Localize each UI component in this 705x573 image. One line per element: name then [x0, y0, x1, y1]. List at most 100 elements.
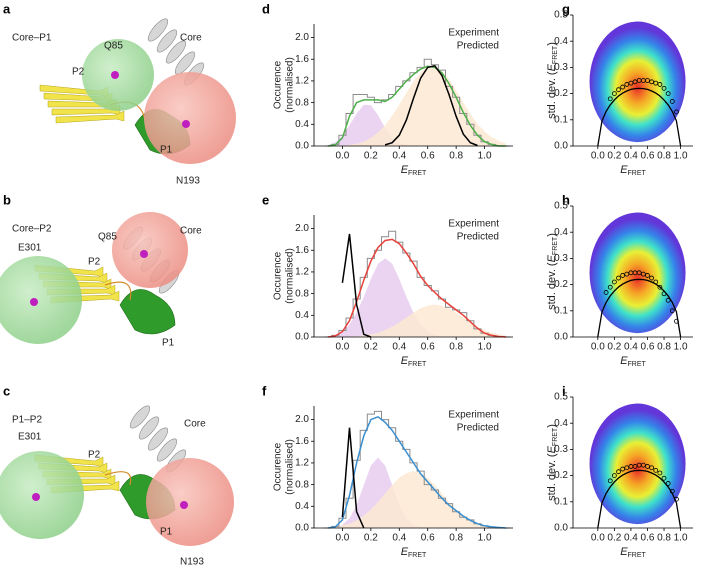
y-label-part: FRET [552, 45, 559, 64]
data-point [607, 284, 613, 290]
data-point [616, 275, 621, 281]
data-point [645, 464, 650, 469]
loop [104, 471, 132, 486]
x-tick-label: 0.0 [591, 151, 605, 162]
x-label-subscript: FRET [408, 552, 427, 559]
data-point [657, 284, 663, 290]
data-point [640, 271, 646, 277]
y-tick-label: 1.2 [295, 267, 309, 278]
x-tick-label: 0.4 [624, 151, 638, 162]
series-line [341, 427, 365, 529]
data-point [674, 109, 679, 115]
x-tick-label: 0.6 [641, 151, 655, 162]
y-label-part: FRET [552, 427, 559, 446]
model-curve [597, 87, 682, 147]
x-tick-label: 1.0 [478, 533, 492, 544]
y-tick-label: 0.5 [554, 392, 568, 403]
x-tick-label: 0.4 [392, 151, 406, 162]
legend-label: Experiment [448, 410, 499, 421]
x-tick-label: 1.0 [674, 151, 688, 162]
pair-title: P1–P2 [12, 415, 42, 426]
y-tick-label: 0.8 [295, 479, 309, 490]
x-tick-label: 0.4 [392, 533, 406, 544]
data-point [640, 462, 646, 468]
y-tick-label: 0.4 [554, 36, 568, 47]
series-line [341, 233, 372, 338]
y-tick-label: 0.3 [554, 62, 568, 73]
x-tick-label: 0.4 [392, 342, 406, 353]
y-label-part: std. dev. ( [546, 71, 558, 119]
legend-label: Predicted [457, 232, 499, 243]
accessible-volume [0, 451, 84, 539]
y-tick-label: 2.0 [295, 414, 309, 425]
panel-letter: h [562, 192, 570, 207]
panel-letter: d [262, 1, 270, 16]
structure-label: N193 [176, 176, 200, 187]
accessible-volume [112, 212, 188, 288]
structure-label: P1 [162, 338, 175, 349]
helix [156, 438, 178, 462]
data-point [653, 80, 659, 86]
y-tick-label: 0.3 [554, 253, 568, 264]
x-tick-label: 0.6 [421, 342, 435, 353]
y-axis-label: (normalised) [285, 248, 296, 304]
y-tick-label: 0.2 [554, 279, 568, 290]
structure-label: Core [180, 33, 202, 44]
dye-site [180, 501, 188, 509]
data-point [661, 291, 667, 297]
legend-label: Predicted [457, 41, 499, 52]
structure-label: P1 [160, 145, 173, 156]
y-label-part: E [546, 254, 558, 262]
x-label-subscript: FRET [628, 361, 647, 368]
x-tick-label: 0.6 [421, 533, 435, 544]
y-tick-label: 1.2 [295, 76, 309, 87]
x-tick-label: 0.2 [607, 533, 621, 544]
data-point [657, 82, 663, 87]
x-tick-label: 0.8 [657, 151, 671, 162]
x-tick-label: 1.0 [674, 342, 688, 353]
structure-label: E301 [18, 243, 42, 254]
y-label-part: ) [546, 424, 558, 428]
data-point [674, 318, 679, 324]
x-tick-label: 0.8 [449, 533, 463, 544]
x-tick-label: 1.0 [478, 342, 492, 353]
x-axis-label: EFRET [401, 355, 427, 368]
structure-label: Q85 [98, 232, 117, 243]
data-point [620, 273, 626, 278]
y-axis-label: std. dev. (EFRET) [546, 233, 559, 310]
dye-site [30, 298, 38, 306]
panel-letter: f [262, 383, 267, 398]
y-tick-label: 0.4 [295, 310, 309, 321]
x-tick-label: 0.8 [657, 533, 671, 544]
y-tick-label: 0.1 [554, 114, 568, 125]
y-tick-label: 0.2 [554, 470, 568, 481]
data-point [620, 466, 626, 472]
y-tick-label: 0.0 [295, 332, 309, 343]
x-tick-label: 0.2 [364, 342, 378, 353]
x-axis-label: EFRET [620, 164, 646, 177]
component-area [328, 304, 506, 337]
x-tick-label: 0.6 [421, 151, 435, 162]
structure-label: P1 [160, 527, 173, 538]
y-tick-label: 1.6 [295, 245, 309, 256]
y-tick-label: 0.8 [295, 288, 309, 299]
x-tick-label: 1.0 [478, 151, 492, 162]
x-tick-label: 1.0 [674, 533, 688, 544]
accessible-volume [144, 72, 236, 164]
data-point [657, 470, 663, 476]
x-tick-label: 0.6 [641, 533, 655, 544]
data-point [653, 279, 659, 285]
series-line [328, 65, 506, 147]
y-label-part: ) [546, 233, 558, 237]
x-axis-label: EFRET [620, 355, 646, 368]
helix [138, 416, 160, 440]
y-tick-label: 0.0 [554, 332, 568, 343]
data-point [624, 465, 630, 471]
x-label-symbol: E [620, 546, 628, 558]
model-curve [597, 278, 682, 338]
x-label-symbol: E [401, 164, 409, 176]
data-point [611, 279, 617, 285]
y-tick-label: 1.6 [295, 54, 309, 65]
helix [147, 18, 169, 42]
